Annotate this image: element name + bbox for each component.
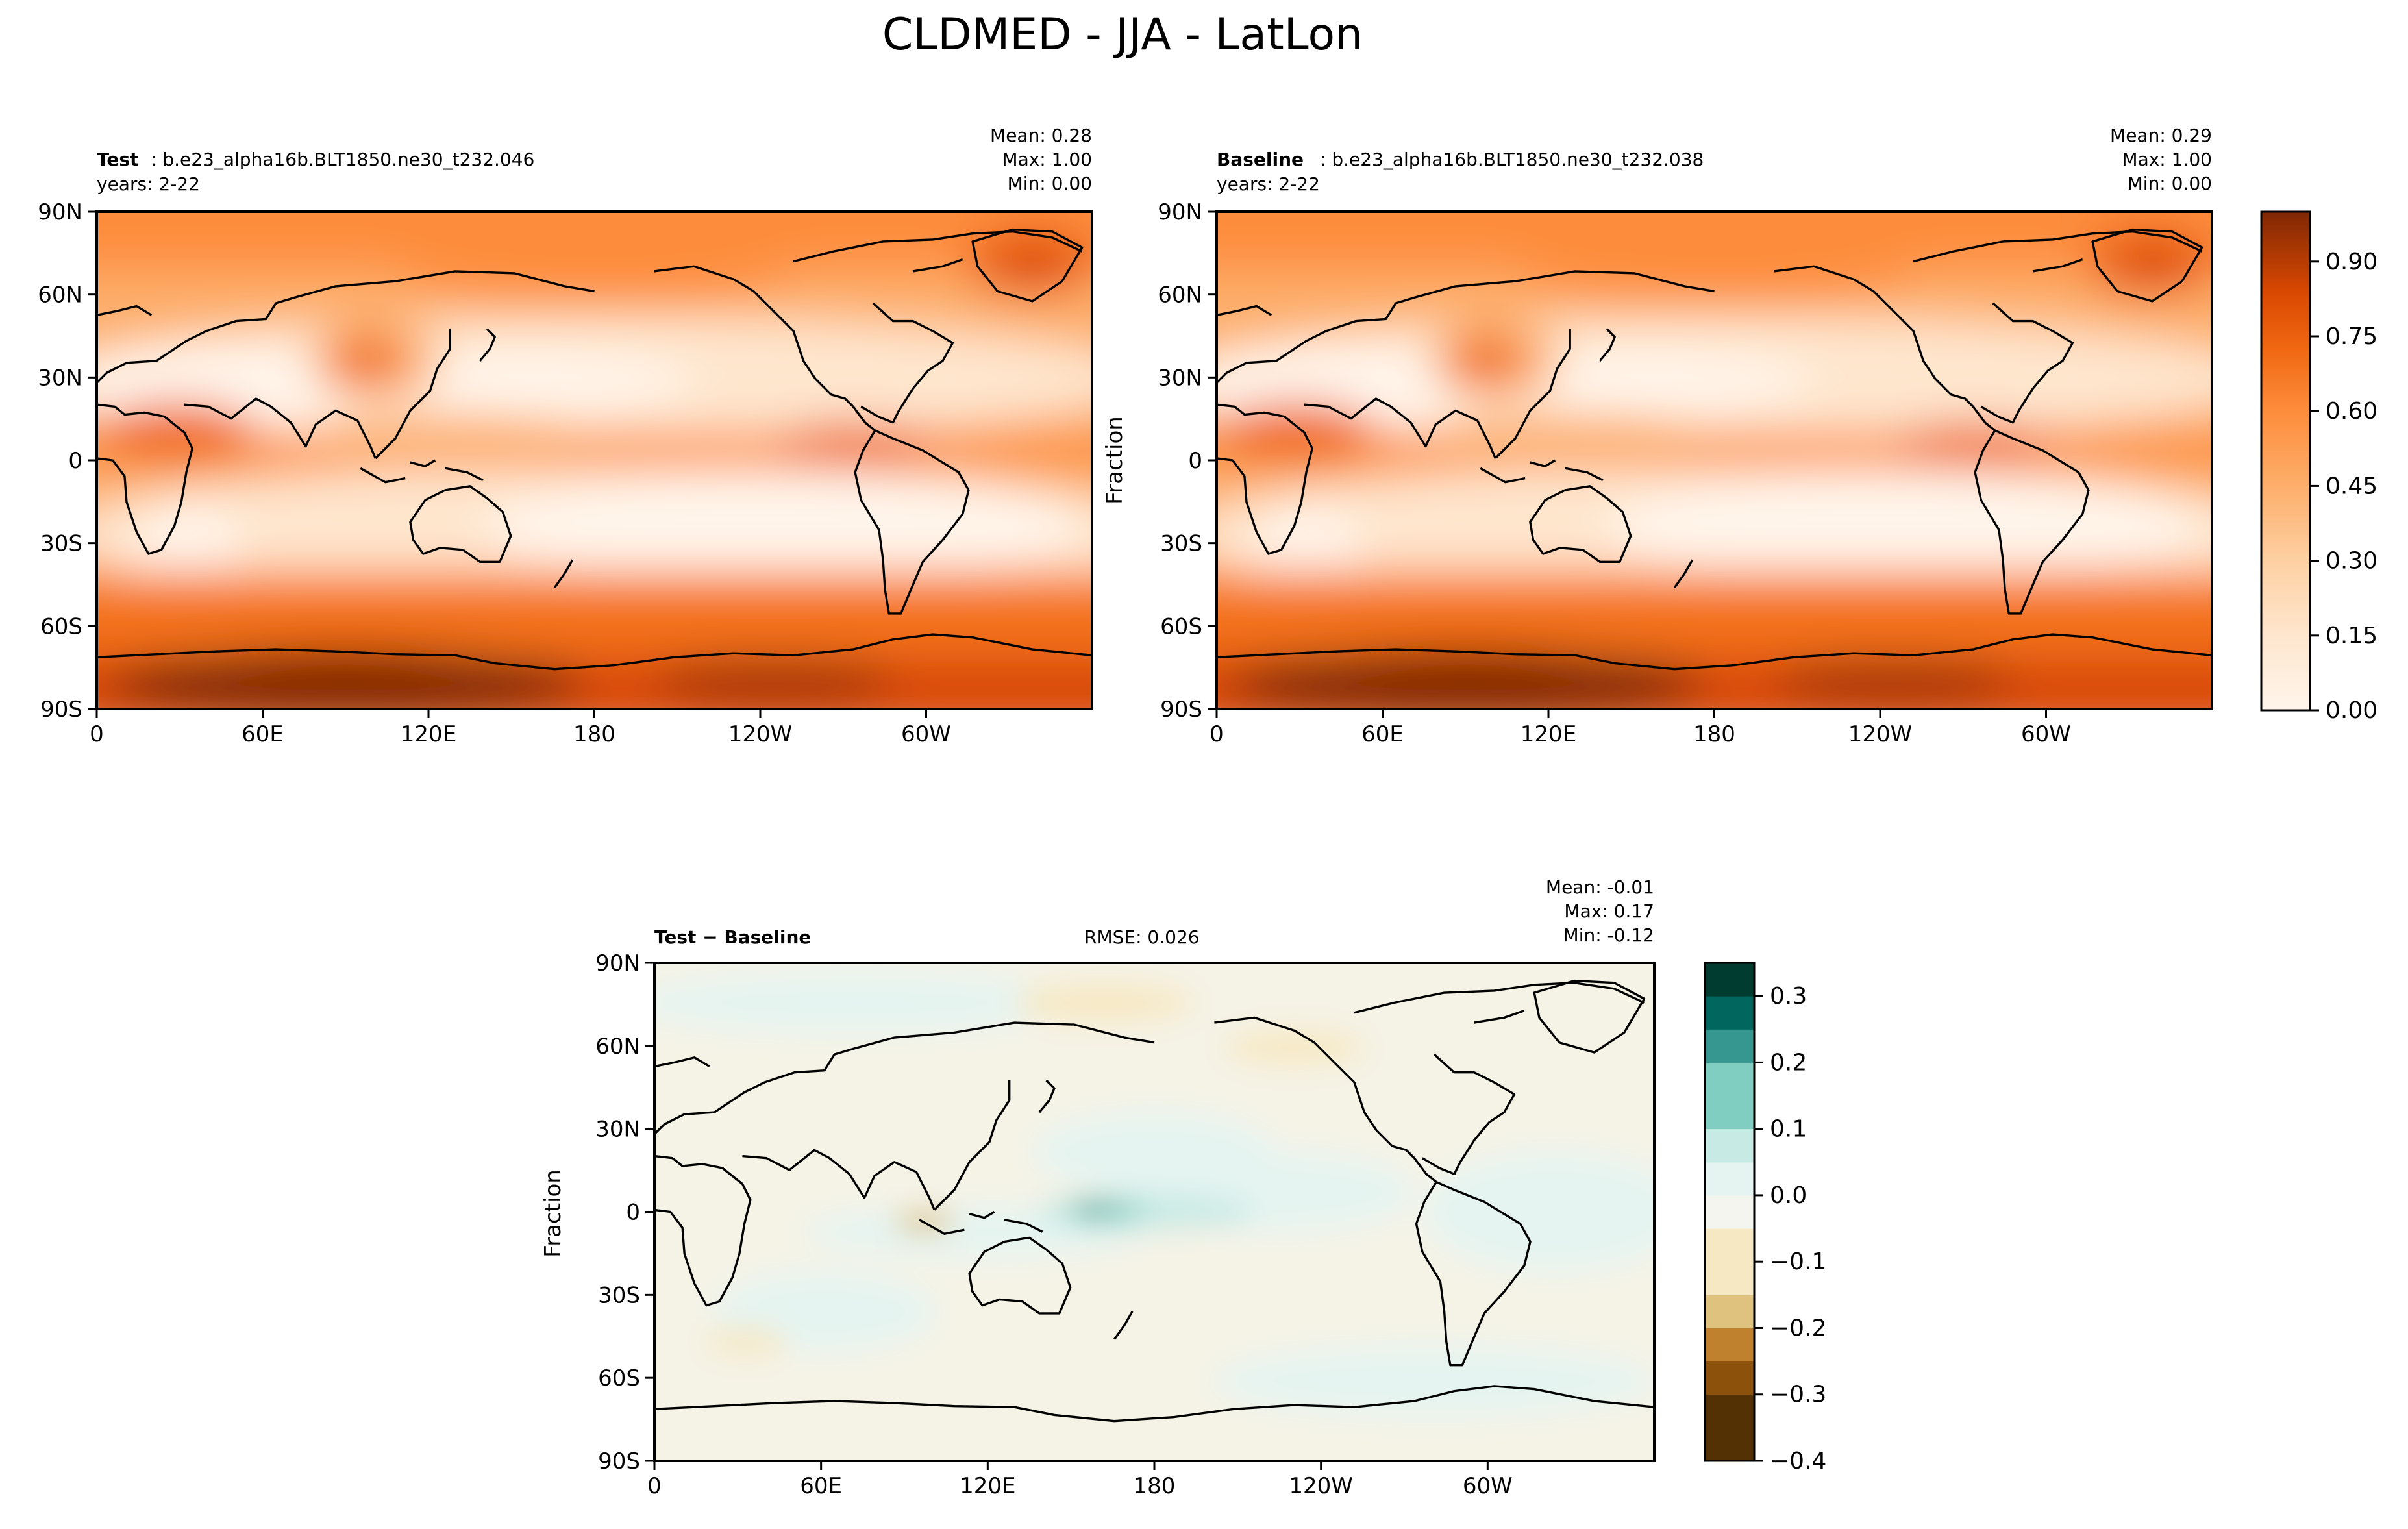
figure-title: CLDMED - JJA - LatLon (882, 9, 1363, 60)
y-tick-label: 0 (1188, 448, 1202, 474)
panel-baseline-label-bold: Baseline (1217, 149, 1304, 170)
colorbar-diff-band (1705, 1195, 1754, 1229)
colorbar-diff-band (1705, 1095, 1754, 1130)
colorbar-fraction-tick-label: 0.60 (2326, 398, 2377, 425)
colorbar-diff-band (1705, 1427, 1754, 1461)
colorbar-diff-band (1705, 1128, 1754, 1163)
y-tick-label: 90S (40, 697, 82, 723)
panel-diff-rmse: RMSE: 0.026 (1084, 926, 1200, 948)
panel-baseline-min: Min: 0.00 (2128, 173, 2212, 194)
x-tick-label: 180 (1693, 721, 1735, 747)
x-tick-label: 60W (901, 721, 951, 747)
panel-baseline-ylabel: Fraction (1102, 416, 1128, 504)
colorbar-diff-band (1705, 1162, 1754, 1196)
panel-test-field (97, 212, 1092, 709)
x-tick-label: 120W (1289, 1473, 1353, 1499)
x-tick-label: 0 (647, 1473, 662, 1499)
panel-baseline-field (1217, 212, 2212, 709)
y-tick-label: 90N (595, 951, 640, 976)
colorbar-fraction-fill (2260, 210, 2311, 712)
panel-test-min: Min: 0.00 (1008, 173, 1092, 194)
y-tick-label: 60S (40, 614, 82, 640)
colorbar-fraction-tick-label: 0.45 (2326, 473, 2377, 499)
y-tick-label: 0 (626, 1200, 640, 1226)
colorbar-diff-tick-label: −0.2 (1770, 1315, 1826, 1341)
panel-diff-field (654, 963, 1654, 1461)
y-tick-label: 60N (1158, 282, 1202, 308)
x-tick-label: 180 (1134, 1473, 1176, 1499)
x-tick-label: 120W (1848, 721, 1913, 747)
y-tick-label: 60N (38, 282, 82, 308)
colorbar-fraction-tick-label: 0.90 (2326, 249, 2377, 275)
x-tick-label: 120E (960, 1473, 1015, 1499)
y-tick-label: 30N (595, 1117, 640, 1143)
panel-test-label-bold: Test (97, 149, 138, 170)
colorbar-diff-tick-label: 0.2 (1770, 1049, 1807, 1076)
x-tick-label: 60E (1361, 721, 1404, 747)
x-tick-label: 180 (573, 721, 615, 747)
colorbar-diff: 0.3 0.2 0.1 0.0 −0.1 −0.2 −0.3 −0.4 (1704, 962, 1826, 1474)
colorbar-diff-band (1705, 1062, 1754, 1097)
y-tick-label: 60S (598, 1365, 640, 1391)
colorbar-diff-tick-label: 0.1 (1770, 1116, 1807, 1143)
colorbar-diff-band (1705, 1394, 1754, 1428)
colorbar-diff-band (1705, 1328, 1754, 1362)
colorbar-diff-tick-label: −0.1 (1770, 1249, 1826, 1275)
y-tick-label: 30N (38, 365, 82, 391)
y-tick-label: 90N (1158, 199, 1202, 225)
y-tick-label: 30S (40, 531, 82, 557)
panel-diff-label: Test − Baseline (654, 926, 811, 948)
y-tick-label: 90N (38, 199, 82, 225)
colorbar-diff-tick-label: −0.4 (1770, 1448, 1826, 1474)
colorbar-fraction: 0.00 0.15 0.30 0.45 0.60 0.75 0.90 (2260, 210, 2377, 724)
x-tick-label: 60W (1463, 1473, 1513, 1499)
x-tick-label: 120E (401, 721, 456, 747)
panel-diff-mean: Mean: -0.01 (1546, 876, 1654, 898)
panel-baseline-max: Max: 1.00 (2122, 149, 2212, 170)
colorbar-fraction-tick-label: 0.00 (2326, 697, 2377, 724)
colorbar-fraction-tick-label: 0.30 (2326, 548, 2377, 575)
colorbar-diff-band (1705, 996, 1754, 1030)
panel-test-mean: Mean: 0.28 (990, 125, 1092, 146)
colorbar-diff-band (1705, 1361, 1754, 1395)
colorbar-diff-band (1705, 1262, 1754, 1295)
panel-diff-ylabel: Fraction (540, 1169, 566, 1258)
colorbar-diff-band (1705, 1295, 1754, 1328)
colorbar-diff-tick-label: 0.0 (1770, 1182, 1807, 1209)
colorbar-diff-band (1705, 963, 1754, 997)
panel-diff-min: Min: -0.12 (1563, 925, 1654, 946)
panel-test-label-case: : b.e23_alpha16b.BLT1850.ne30_t232.046 (151, 149, 534, 170)
panel-test-max: Max: 1.00 (1002, 149, 1092, 170)
panel-test: Test : b.e23_alpha16b.BLT1850.ne30_t232.… (38, 125, 1093, 747)
y-tick-label: 60N (595, 1034, 640, 1060)
panel-test-years: years: 2-22 (97, 173, 200, 195)
panel-diff-max: Max: 0.17 (1564, 901, 1654, 922)
x-tick-label: 0 (90, 721, 104, 747)
x-tick-label: 120E (1521, 721, 1576, 747)
colorbar-fraction-tick-label: 0.75 (2326, 323, 2377, 350)
colorbar-fraction-tick-label: 0.15 (2326, 623, 2377, 649)
y-tick-label: 90S (1160, 697, 1202, 723)
colorbar-diff-tick-label: 0.3 (1770, 983, 1807, 1010)
y-tick-label: 30S (1160, 531, 1202, 557)
panel-diff: Test − Baseline RMSE: 0.026 Mean: -0.01 … (540, 876, 1826, 1499)
y-tick-label: 90S (598, 1448, 640, 1474)
y-tick-label: 60S (1160, 614, 1202, 640)
y-tick-label: 0 (68, 448, 82, 474)
x-tick-label: 120W (728, 721, 793, 747)
panel-baseline-years: years: 2-22 (1217, 173, 1320, 195)
panel-baseline-mean: Mean: 0.29 (2110, 125, 2212, 146)
y-tick-label: 30S (598, 1282, 640, 1308)
x-tick-label: 0 (1210, 721, 1224, 747)
colorbar-diff-band (1705, 1228, 1754, 1262)
panel-baseline-label-case: : b.e23_alpha16b.BLT1850.ne30_t232.038 (1320, 149, 1704, 170)
colorbar-diff-band (1705, 1029, 1754, 1063)
x-tick-label: 60W (2021, 721, 2071, 747)
x-tick-label: 60E (800, 1473, 842, 1499)
panel-baseline: Baseline : b.e23_alpha16b.BLT1850.ne30_t… (1102, 125, 2377, 747)
y-tick-label: 30N (1158, 365, 1202, 391)
colorbar-diff-tick-label: −0.3 (1770, 1382, 1826, 1408)
x-tick-label: 60E (242, 721, 284, 747)
